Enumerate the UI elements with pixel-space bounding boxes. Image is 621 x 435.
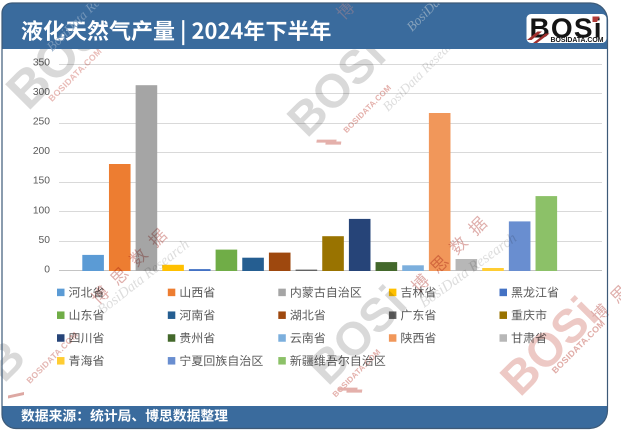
svg-text:100: 100 [33,205,50,216]
svg-text:BOSIDATA.COM: BOSIDATA.COM [551,37,604,44]
svg-text:0: 0 [44,264,50,275]
svg-text:150: 150 [33,176,50,187]
svg-text:200: 200 [33,146,50,157]
svg-text:50: 50 [39,235,51,246]
svg-text:300: 300 [33,87,50,98]
svg-text:250: 250 [33,117,50,128]
svg-text:350: 350 [33,57,50,68]
